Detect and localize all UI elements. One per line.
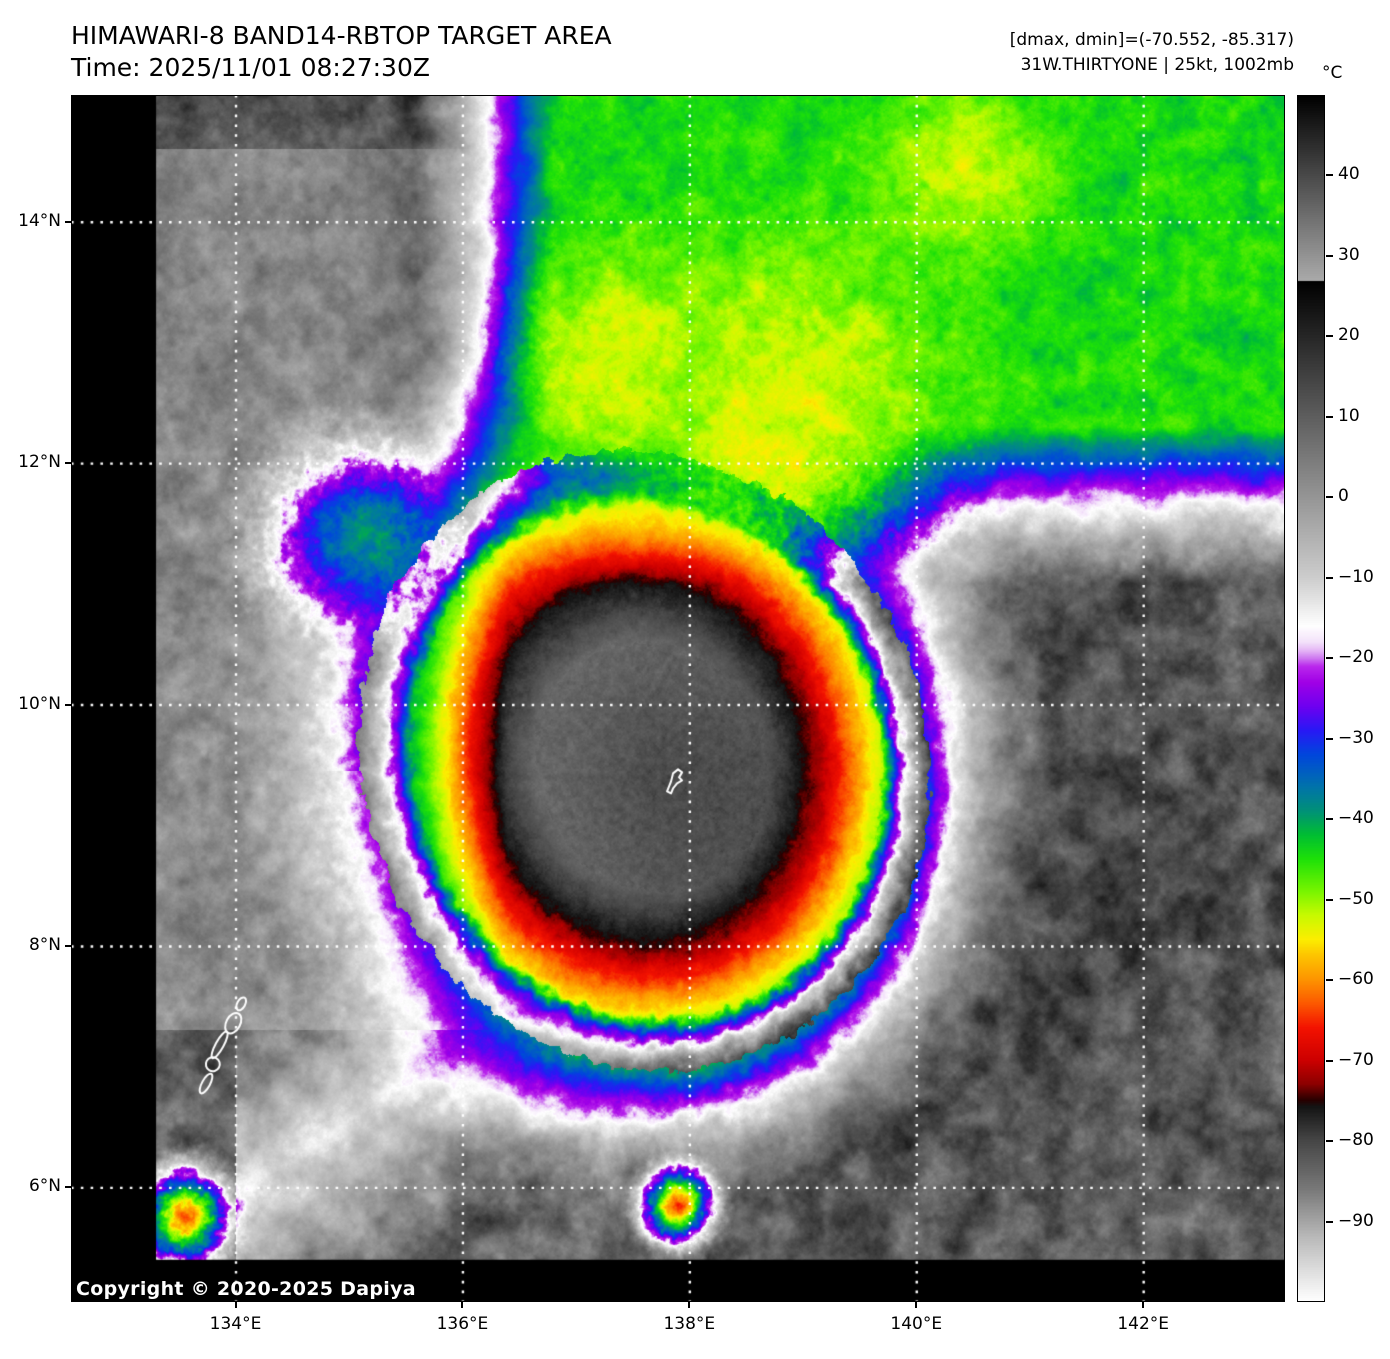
- colorbar-tick-mark: [1326, 1059, 1333, 1062]
- lon-tick-label: 142°E: [1117, 1314, 1170, 1334]
- colorbar-tick-label: 40: [1338, 164, 1360, 185]
- page-title: HIMAWARI-8 BAND14-RBTOP TARGET AREA: [71, 21, 612, 50]
- colorbar-tick-mark: [1326, 657, 1333, 660]
- lon-tick-mark: [461, 1302, 464, 1308]
- colorbar-tick-label: −90: [1338, 1210, 1374, 1231]
- lon-tick-mark: [1142, 1302, 1145, 1308]
- colorbar-tick-label: 0: [1338, 486, 1349, 507]
- colorbar-tick-mark: [1326, 1140, 1333, 1143]
- colorbar-tick-label: −20: [1338, 647, 1374, 668]
- lon-tick-mark: [688, 1302, 691, 1308]
- colorbar-tick-label: 30: [1338, 244, 1360, 265]
- lon-tick-label: 140°E: [890, 1314, 943, 1334]
- colorbar-tick-label: 20: [1338, 325, 1360, 346]
- colorbar-tick-mark: [1326, 254, 1333, 257]
- lon-tick-label: 136°E: [436, 1314, 489, 1334]
- lat-tick-label: 14°N: [18, 210, 61, 231]
- colorbar-tick-mark: [1326, 496, 1333, 499]
- colorbar-tick-label: −10: [1338, 566, 1374, 587]
- lon-tick-label: 134°E: [209, 1314, 262, 1334]
- colorbar-tick-mark: [1326, 898, 1333, 901]
- colorbar-tick-mark: [1326, 818, 1333, 821]
- colorbar-tick-mark: [1326, 415, 1333, 418]
- lon-tick-label: 138°E: [663, 1314, 716, 1334]
- colorbar-tick-mark: [1326, 1220, 1333, 1223]
- lat-tick-mark: [65, 462, 71, 465]
- lat-tick-label: 10°N: [18, 693, 61, 714]
- lat-tick-label: 6°N: [28, 1176, 61, 1197]
- colorbar-tick-label: −70: [1338, 1049, 1374, 1070]
- colorbar-tick-mark: [1326, 737, 1333, 740]
- lat-tick-label: 12°N: [18, 452, 61, 473]
- lat-tick-mark: [65, 220, 71, 223]
- satellite-map-panel: Copyright © 2020-2025 Dapiya: [71, 95, 1285, 1302]
- colorbar-tick-label: 10: [1338, 405, 1360, 426]
- colorbar-unit-label: °C: [1322, 63, 1343, 83]
- lat-tick-mark: [65, 944, 71, 947]
- timestamp-label: Time: 2025/11/01 08:27:30Z: [71, 53, 430, 82]
- colorbar-tick-label: −60: [1338, 969, 1374, 990]
- colorbar-gradient: [1298, 96, 1324, 1301]
- lat-tick-mark: [65, 1186, 71, 1189]
- lat-lon-gridlines: [71, 95, 1285, 1302]
- lat-tick-mark: [65, 703, 71, 706]
- lon-tick-mark: [234, 1302, 237, 1308]
- lon-tick-mark: [915, 1302, 918, 1308]
- colorbar-tick-label: −40: [1338, 808, 1374, 829]
- colorbar-tick-mark: [1326, 576, 1333, 579]
- colorbar-tick-label: −30: [1338, 727, 1374, 748]
- lat-tick-label: 8°N: [28, 934, 61, 955]
- colorbar-tick-label: −50: [1338, 888, 1374, 909]
- dmax-dmin-label: [dmax, dmin]=(-70.552, -85.317): [1009, 30, 1294, 50]
- storm-info-label: 31W.THIRTYONE | 25kt, 1002mb: [1020, 55, 1294, 75]
- colorbar-tick-mark: [1326, 174, 1333, 177]
- colorbar-tick-mark: [1326, 979, 1333, 982]
- colorbar-tick-mark: [1326, 335, 1333, 338]
- copyright-label: Copyright © 2020-2025 Dapiya: [76, 1278, 416, 1300]
- colorbar-tick-label: −80: [1338, 1130, 1374, 1151]
- temperature-colorbar: [1297, 95, 1325, 1302]
